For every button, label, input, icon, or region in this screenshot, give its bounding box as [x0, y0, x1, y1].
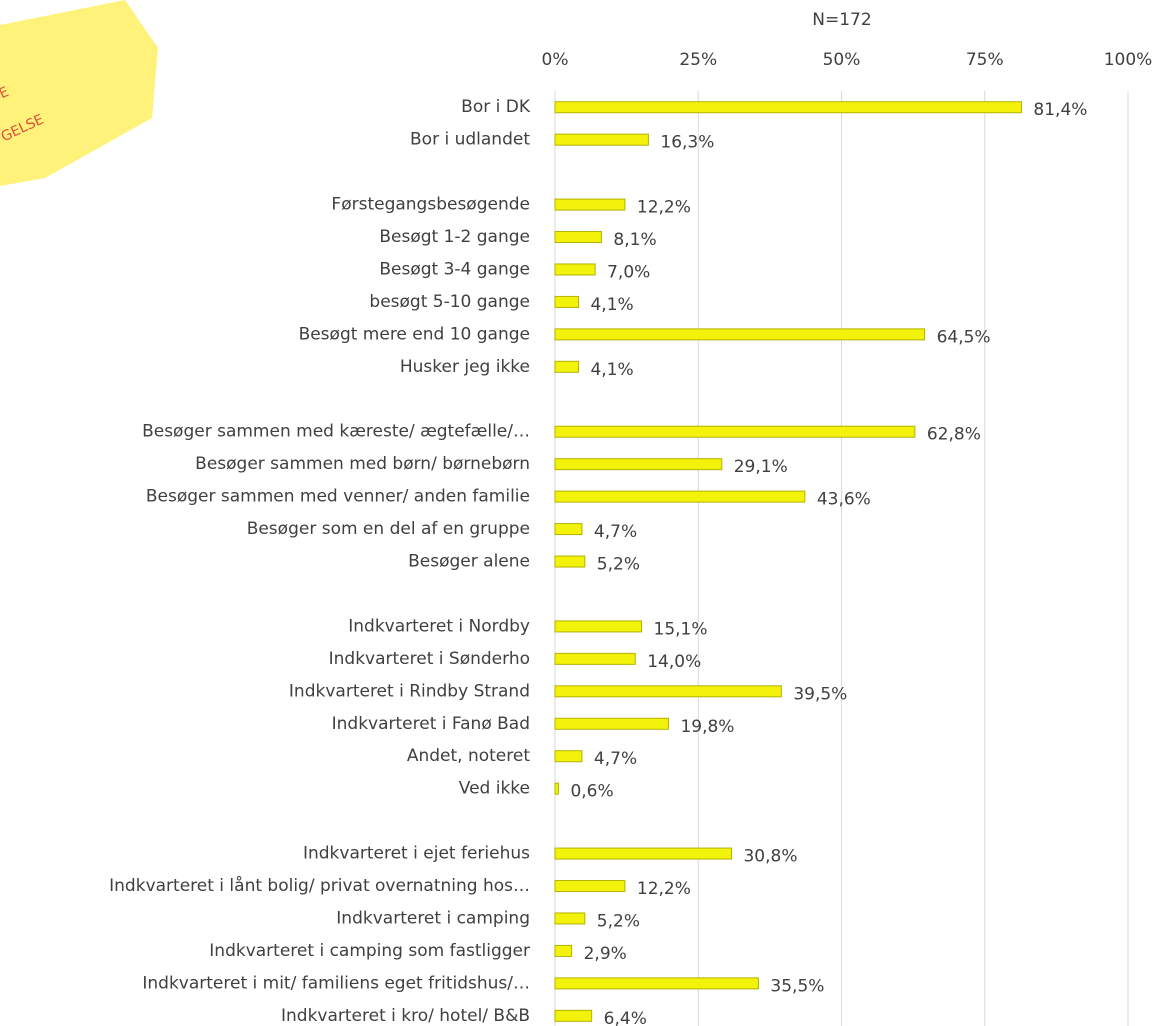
- data-label: 64,5%: [937, 327, 991, 347]
- data-label: 6,4%: [604, 1009, 647, 1026]
- x-tick-label: 75%: [966, 50, 1004, 70]
- data-label: 4,1%: [590, 295, 633, 315]
- x-tick-label: 50%: [823, 50, 861, 70]
- x-tick-label: 25%: [679, 50, 717, 70]
- y-tick-label: Andet, noteret: [407, 746, 531, 766]
- y-tick-label: Indkvarteret i Fanø Bad: [332, 714, 530, 734]
- y-tick-label: Besøger sammen med venner/ anden familie: [146, 487, 530, 507]
- bar: [554, 847, 732, 860]
- data-label: 29,1%: [734, 457, 788, 477]
- bar: [554, 231, 602, 244]
- bar: [554, 555, 586, 568]
- bar: [554, 1009, 593, 1022]
- bar: [554, 977, 759, 990]
- data-label: 12,2%: [637, 198, 691, 218]
- data-label: 4,1%: [590, 360, 633, 380]
- data-label: 5,2%: [597, 911, 640, 931]
- bar: [554, 360, 579, 373]
- data-label: 39,5%: [793, 684, 847, 704]
- data-label: 19,8%: [680, 717, 734, 737]
- data-label: 4,7%: [594, 522, 637, 542]
- y-tick-label: Indkvarteret i ejet feriehus: [303, 844, 530, 864]
- bar: [554, 198, 626, 211]
- data-label: 81,4%: [1033, 100, 1087, 120]
- data-label: 12,2%: [637, 879, 691, 899]
- bar: [554, 328, 926, 341]
- bar: [554, 880, 626, 893]
- bar: [554, 782, 559, 795]
- data-label: 35,5%: [770, 976, 824, 996]
- y-tick-label: Besøger alene: [408, 552, 530, 572]
- y-tick-label: Besøger sammen med kæreste/ ægtefælle/…: [142, 422, 530, 442]
- y-tick-label: Indkvarteret i mit/ familiens eget friti…: [142, 973, 530, 993]
- data-label: 62,8%: [927, 425, 981, 445]
- y-tick-label: Førstegangsbesøgende: [331, 195, 530, 215]
- data-label: 16,3%: [660, 133, 714, 153]
- y-tick-label: Besøger sammen med børn/ børnebørn: [195, 454, 530, 474]
- bar: [554, 425, 916, 438]
- x-tick-label: 0%: [542, 50, 569, 70]
- bar: [554, 750, 583, 763]
- y-tick-label: Indkvarteret i lånt bolig/ privat overna…: [109, 875, 530, 896]
- bar: [554, 458, 723, 471]
- y-tick-label: Indkvarteret i Nordby: [348, 616, 530, 636]
- note-text: E: [0, 84, 11, 102]
- y-tick-label: Ved ikke: [459, 779, 530, 799]
- bar: [554, 295, 579, 308]
- y-tick-label: Besøgt mere end 10 gange: [299, 324, 530, 344]
- data-label: 7,0%: [607, 262, 650, 282]
- y-tick-label: besøgt 5-10 gange: [369, 292, 530, 312]
- data-label: 2,9%: [584, 944, 627, 964]
- bar: [554, 620, 643, 633]
- data-label: 8,1%: [613, 230, 656, 250]
- x-tick-label: 100%: [1104, 50, 1153, 70]
- y-tick-label: Indkvarteret i kro/ hotel/ B&B: [281, 1006, 530, 1026]
- y-tick-label: Bor i udlandet: [410, 130, 530, 150]
- y-tick-label: Indkvarteret i Sønderho: [329, 649, 530, 669]
- bar: [554, 263, 596, 276]
- y-tick-label: Besøgt 1-2 gange: [379, 227, 530, 247]
- bar: [554, 133, 649, 146]
- y-tick-label: Indkvarteret i camping som fastligger: [209, 941, 530, 961]
- y-tick-label: Indkvarteret i camping: [336, 908, 530, 928]
- y-tick-label: Husker jeg ikke: [400, 357, 530, 377]
- bar: [554, 717, 669, 730]
- data-label: 5,2%: [597, 555, 640, 575]
- y-tick-label: Besøgt 3-4 gange: [379, 259, 530, 279]
- chart-title: N=172: [812, 10, 871, 30]
- sticky-note: [0, 0, 158, 186]
- data-label: 4,7%: [594, 749, 637, 769]
- y-tick-label: Besøger som en del af en gruppe: [247, 519, 530, 539]
- y-tick-label: Bor i DK: [461, 97, 531, 117]
- bar: [554, 685, 782, 698]
- data-label: 14,0%: [647, 652, 701, 672]
- y-tick-label: Indkvarteret i Rindby Strand: [289, 681, 530, 701]
- bar: [554, 944, 573, 957]
- data-label: 0,6%: [570, 782, 613, 802]
- bar: [554, 523, 583, 536]
- bar: [554, 912, 586, 925]
- bar: [554, 490, 806, 503]
- data-label: 15,1%: [654, 619, 708, 639]
- data-label: 43,6%: [817, 490, 871, 510]
- bar: [554, 101, 1022, 114]
- data-label: 30,8%: [743, 847, 797, 867]
- bar: [554, 652, 636, 665]
